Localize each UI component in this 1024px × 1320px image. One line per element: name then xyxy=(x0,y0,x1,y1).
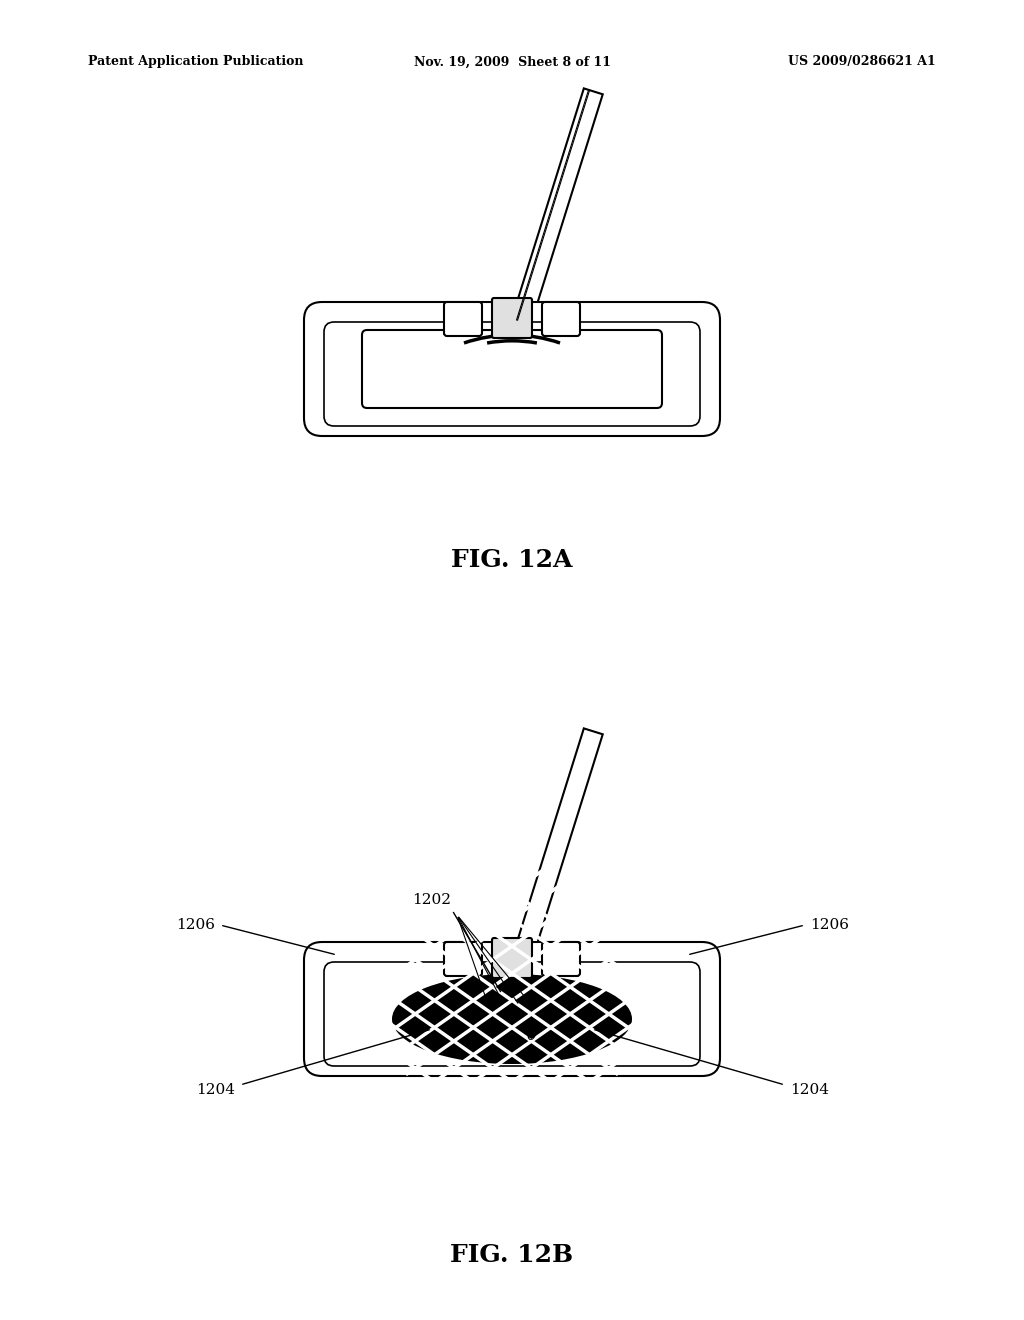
FancyBboxPatch shape xyxy=(542,302,580,337)
Text: FIG. 12A: FIG. 12A xyxy=(452,548,572,572)
Text: 1204: 1204 xyxy=(196,1082,234,1097)
FancyBboxPatch shape xyxy=(362,330,662,408)
Polygon shape xyxy=(512,729,603,965)
FancyBboxPatch shape xyxy=(492,298,532,338)
FancyBboxPatch shape xyxy=(492,939,532,978)
FancyBboxPatch shape xyxy=(304,302,720,436)
FancyBboxPatch shape xyxy=(444,302,482,337)
FancyBboxPatch shape xyxy=(324,962,700,1067)
Text: θ: θ xyxy=(527,1027,537,1044)
Text: US 2009/0286621 A1: US 2009/0286621 A1 xyxy=(788,55,936,69)
Text: Nov. 19, 2009  Sheet 8 of 11: Nov. 19, 2009 Sheet 8 of 11 xyxy=(414,55,610,69)
Text: 1202: 1202 xyxy=(413,894,452,907)
Text: 1204: 1204 xyxy=(790,1082,829,1097)
Text: FIG. 12B: FIG. 12B xyxy=(451,1243,573,1267)
Text: 1206: 1206 xyxy=(176,917,215,932)
Text: Patent Application Publication: Patent Application Publication xyxy=(88,55,303,69)
Polygon shape xyxy=(512,88,603,325)
FancyBboxPatch shape xyxy=(304,942,720,1076)
FancyBboxPatch shape xyxy=(324,322,700,426)
Text: 1206: 1206 xyxy=(810,917,849,932)
FancyBboxPatch shape xyxy=(542,942,580,975)
Ellipse shape xyxy=(392,974,632,1064)
FancyBboxPatch shape xyxy=(444,942,482,975)
